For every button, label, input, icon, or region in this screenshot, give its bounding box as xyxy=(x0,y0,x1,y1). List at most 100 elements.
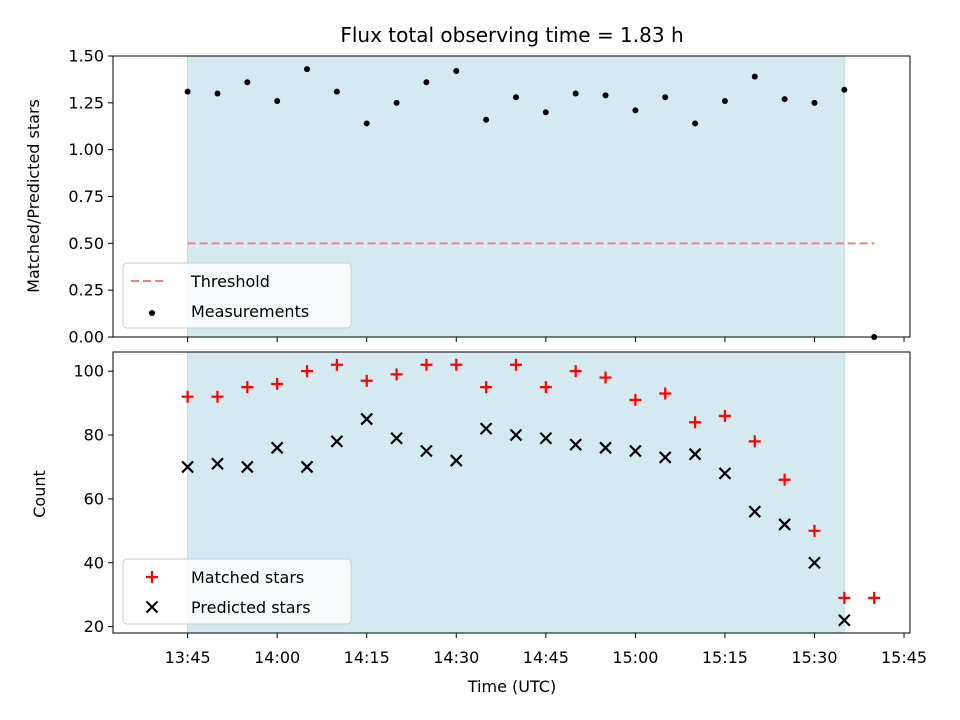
y-tick-label: 0.75 xyxy=(68,187,104,206)
data-point xyxy=(211,457,224,471)
chart-title: Flux total observing time = 1.83 h xyxy=(340,23,683,47)
data-point xyxy=(360,412,374,426)
data-point xyxy=(599,441,612,455)
data-point xyxy=(718,409,731,422)
data-point xyxy=(778,518,791,531)
data-point xyxy=(509,358,522,371)
data-point xyxy=(838,613,851,627)
data-point xyxy=(572,90,579,97)
y-tick-label: 100 xyxy=(73,362,104,381)
data-point xyxy=(692,120,699,127)
top-y-axis-label: Matched/Predicted stars xyxy=(24,99,43,293)
y-tick-label: 1.50 xyxy=(68,47,104,66)
x-tick-label: 13:45 xyxy=(165,648,211,667)
data-point xyxy=(181,390,194,403)
data-point xyxy=(214,90,221,97)
data-point xyxy=(751,73,758,80)
data-point xyxy=(569,365,582,378)
legend-entry-label: Predicted stars xyxy=(191,598,311,617)
data-point xyxy=(721,97,728,104)
data-point xyxy=(244,79,251,86)
data-point xyxy=(838,591,851,604)
data-point xyxy=(718,467,732,480)
data-point xyxy=(632,107,639,114)
data-point xyxy=(270,441,284,455)
legend-entry-label: Matched stars xyxy=(191,568,304,587)
legend-entry-label: Measurements xyxy=(191,302,309,321)
data-point xyxy=(748,435,761,448)
data-point xyxy=(301,365,314,378)
x-tick-label: 14:45 xyxy=(523,648,569,667)
data-point xyxy=(662,94,669,101)
data-point xyxy=(330,435,344,448)
plot-layer: 0.00 0.25 0.50 0.75 1.00 1.25 1.50 Threshold Mea… xyxy=(68,47,927,668)
panel-2: 20 40 60 80 100 Matched stars Predicted stars xyxy=(73,351,911,638)
data-point xyxy=(363,120,370,127)
y-tick-label: 1.25 xyxy=(68,93,104,112)
y-tick-label: 0.00 xyxy=(68,328,104,347)
series-predicted-stars xyxy=(181,412,851,627)
x-tick-label: 15:30 xyxy=(791,648,837,667)
data-point xyxy=(602,92,609,99)
legend-entry-label: Threshold xyxy=(190,272,270,291)
data-point xyxy=(629,393,642,406)
y-tick-label: 20 xyxy=(84,617,104,636)
data-point xyxy=(599,371,612,384)
data-point xyxy=(333,88,340,95)
data-point xyxy=(688,447,702,461)
data-point xyxy=(509,428,523,442)
data-point xyxy=(304,66,311,73)
data-point xyxy=(659,387,672,400)
y-tick-label: 0.25 xyxy=(68,281,104,300)
data-point xyxy=(748,505,762,518)
data-point xyxy=(658,451,672,464)
data-point xyxy=(449,454,463,467)
data-point xyxy=(420,444,433,458)
series-matched-stars xyxy=(181,358,881,604)
data-point xyxy=(483,116,490,123)
data-point xyxy=(393,99,400,106)
x-tick-label: 14:00 xyxy=(254,648,300,667)
data-point xyxy=(868,591,881,604)
data-point xyxy=(420,358,433,371)
data-point xyxy=(300,460,314,474)
data-point xyxy=(453,67,460,74)
data-point xyxy=(274,97,281,104)
y-tick-label: 0.50 xyxy=(68,234,104,253)
data-point xyxy=(808,524,821,537)
bottom-y-axis-label: Count xyxy=(30,470,49,518)
data-point xyxy=(781,96,788,103)
data-point xyxy=(423,79,430,86)
y-tick-label: 80 xyxy=(84,426,104,445)
data-point xyxy=(181,460,194,474)
data-point xyxy=(241,381,254,394)
data-point xyxy=(360,374,373,387)
data-point xyxy=(450,358,463,371)
legend-box xyxy=(122,558,352,625)
data-point xyxy=(480,381,493,394)
y-tick-label: 60 xyxy=(84,489,104,508)
data-point xyxy=(539,381,552,394)
data-point xyxy=(569,438,582,451)
data-point xyxy=(330,358,343,371)
x-tick-label: 15:45 xyxy=(881,648,927,667)
y-tick-label: 1.00 xyxy=(68,140,104,159)
data-point xyxy=(689,416,702,429)
panel-1: 0.00 0.25 0.50 0.75 1.00 1.25 1.50 Threshold Mea… xyxy=(68,47,911,347)
data-point xyxy=(542,109,549,116)
legend-box xyxy=(122,262,352,329)
axes-frame xyxy=(112,351,911,634)
data-point xyxy=(811,99,818,106)
data-point xyxy=(539,431,553,445)
x-tick-label: 14:15 xyxy=(344,648,390,667)
x-tick-label: 15:00 xyxy=(612,648,658,667)
data-point xyxy=(808,556,821,570)
data-point xyxy=(479,422,493,435)
data-point xyxy=(778,473,791,486)
data-point xyxy=(390,431,403,445)
data-point xyxy=(184,88,191,95)
x-tick-label: 14:30 xyxy=(433,648,479,667)
data-point xyxy=(390,368,403,381)
legend-marker-swatch xyxy=(149,310,155,316)
